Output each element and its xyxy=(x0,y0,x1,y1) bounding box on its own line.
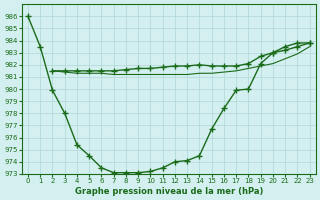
X-axis label: Graphe pression niveau de la mer (hPa): Graphe pression niveau de la mer (hPa) xyxy=(75,187,263,196)
